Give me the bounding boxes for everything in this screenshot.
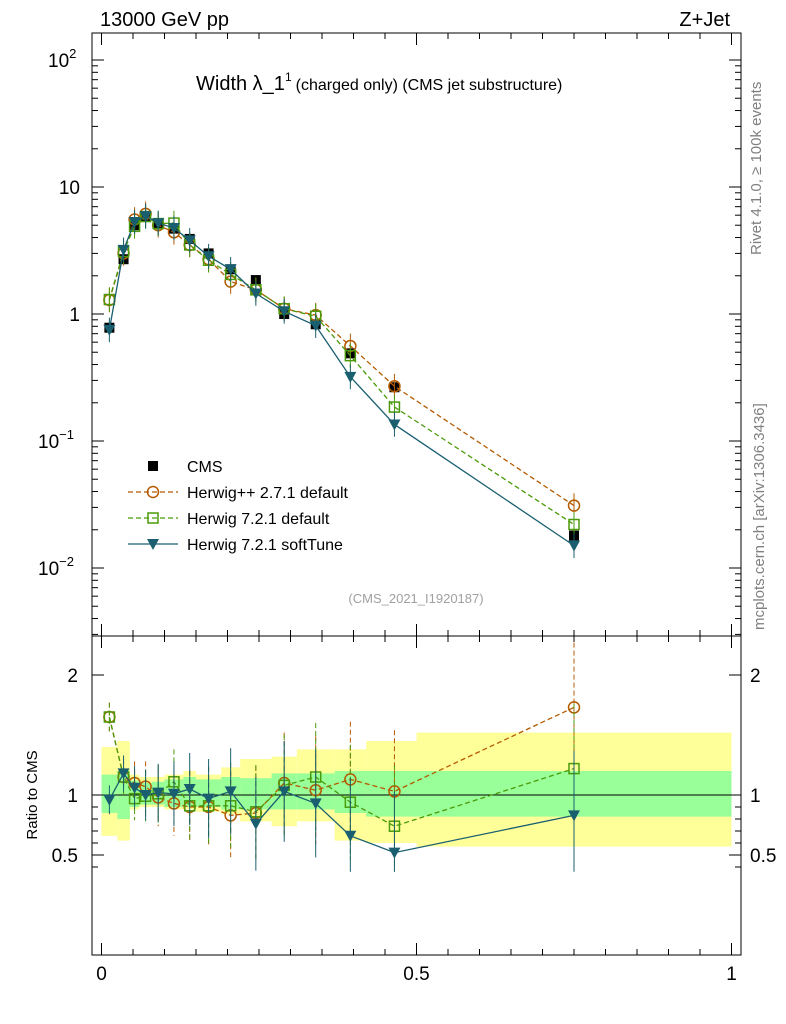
data-point-softtune	[309, 320, 322, 332]
data-point-softtune	[344, 371, 357, 383]
data-point-softtune	[249, 288, 262, 300]
y-tick-label: 10−2	[38, 554, 74, 580]
side-text-site: mcplots.cern.ch [arXiv:1306.3436]	[751, 403, 768, 630]
x-tick-label: 1	[726, 964, 737, 985]
ratio-y-tick-label-right: 0.5	[750, 846, 776, 867]
data-point-softtune	[117, 244, 130, 256]
legend-label-softtune: Herwig 7.2.1 softTune	[187, 537, 343, 554]
data-point-softtune	[388, 419, 401, 431]
ratio-point-softtune	[117, 768, 130, 780]
plot-title: Width λ_11 (charged only) (CMS jet substr…	[196, 70, 562, 95]
plot-title-main: Width λ_1	[196, 73, 285, 95]
legend-item-cms: CMS	[148, 459, 223, 476]
data-point-softtune	[152, 218, 165, 230]
y-tick-label: 1	[69, 305, 80, 326]
data-point-softtune	[278, 306, 291, 318]
series-line-herwig721	[108, 215, 575, 526]
data-point-herwig721	[344, 349, 357, 362]
ratio-point-softtune	[183, 784, 196, 795]
ratio-point-softtune	[309, 798, 322, 810]
data-point-softtune	[167, 223, 180, 235]
data-point-softtune	[103, 324, 116, 336]
y-tick-label: 102	[48, 46, 76, 72]
series-softtune	[103, 203, 580, 872]
x-tick-label: 0	[96, 964, 107, 985]
ratio-point-softtune	[344, 830, 357, 842]
axis-ticks: 10−2 10−1 1 10 102 0.5 0.5 1 1 2 2 0 0.5 1	[38, 33, 776, 985]
side-text-rivet: Rivet 4.1.0, ≥ 100k events	[748, 82, 765, 255]
ratio-point-softtune	[103, 794, 116, 806]
legend: CMS Herwig++ 2.7.1 default Herwig 7.2.1 de…	[128, 459, 349, 554]
ratio-point-softtune	[202, 793, 215, 805]
data-point-herwig721	[568, 518, 580, 531]
ratio-y-tick-label-left: 1	[67, 786, 78, 807]
ratio-point-softtune	[388, 847, 401, 859]
ratio-point-softtune	[278, 786, 291, 798]
plot-title-sup: 1	[285, 70, 292, 84]
legend-marker-herwig721	[147, 512, 159, 524]
y-tick-label: 10−1	[38, 427, 74, 453]
band-stat-bin	[366, 771, 417, 817]
legend-item-herwigpp: Herwig++ 2.7.1 default	[128, 485, 349, 502]
data-point-herwig721	[388, 401, 401, 413]
legend-item-herwig721: Herwig 7.2.1 default	[128, 511, 330, 528]
header-left: 13000 GeV pp	[100, 9, 229, 31]
ratio-point-softtune	[128, 782, 141, 794]
legend-marker-cms	[148, 461, 158, 471]
ratio-y-tick-label-right: 2	[750, 666, 761, 687]
x-tick-label: 0.5	[403, 964, 429, 985]
legend-marker-softtune	[147, 539, 159, 550]
plot-title-suffix: (charged only) (CMS jet substructure)	[296, 77, 563, 94]
ratio-y-tick-label-left: 2	[67, 666, 78, 687]
data-point-softtune	[224, 264, 237, 276]
legend-marker-herwigpp	[146, 485, 160, 499]
ratio-point-softtune	[249, 818, 262, 830]
legend-label-cms: CMS	[187, 459, 223, 476]
data-point-softtune	[139, 211, 152, 223]
legend-label-herwig721: Herwig 7.2.1 default	[187, 511, 330, 528]
ratio-bands	[101, 732, 732, 847]
ratio-point-softtune	[152, 787, 165, 799]
watermark: (CMS_2021_I1920187)	[348, 591, 483, 606]
y-tick-label: 10	[59, 178, 80, 199]
data-point-softtune	[568, 540, 580, 552]
ratio-y-tick-label-left: 0.5	[52, 846, 78, 867]
series-line-herwigpp	[108, 213, 575, 507]
ratio-y-label: Ratio to CMS	[24, 750, 41, 839]
data-point-softtune	[183, 235, 196, 247]
ratio-y-tick-label-right: 1	[750, 786, 761, 807]
ratio-point-herwig721	[103, 711, 116, 723]
ratio-point-softtune	[224, 786, 237, 798]
data-point-herwigpp	[388, 379, 401, 393]
legend-label-herwigpp: Herwig++ 2.7.1 default	[187, 485, 349, 502]
ratio-point-softtune	[568, 810, 580, 822]
data-point-herwigpp	[567, 499, 581, 512]
data-series	[103, 201, 581, 872]
legend-item-softtune: Herwig 7.2.1 softTune	[128, 537, 343, 554]
data-point-softtune	[202, 251, 215, 263]
ratio-point-softtune	[139, 790, 152, 801]
header-right: Z+Jet	[679, 9, 730, 31]
ratio-point-softtune	[167, 788, 180, 800]
data-point-softtune	[128, 217, 141, 229]
